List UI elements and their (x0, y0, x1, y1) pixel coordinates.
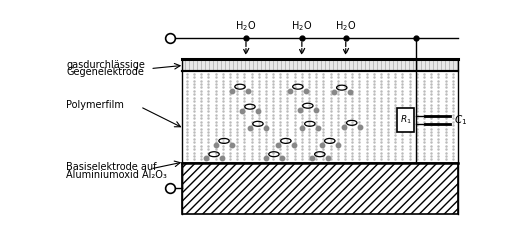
Text: H$_2$O: H$_2$O (335, 20, 356, 33)
Text: Basiselektrode auf: Basiselektrode auf (66, 162, 157, 172)
Text: Aluminiumoxid Al₂O₃: Aluminiumoxid Al₂O₃ (66, 170, 167, 180)
Bar (182, 163, 457, 214)
Bar (182, 59, 457, 71)
Bar (397, 108, 414, 132)
Text: $R_1$: $R_1$ (400, 114, 411, 126)
Text: H$_2$O: H$_2$O (291, 20, 313, 33)
Text: gasdurchlässige: gasdurchlässige (66, 60, 145, 70)
Text: Polymerfilm: Polymerfilm (66, 100, 124, 110)
Text: Gegenelektrode: Gegenelektrode (66, 67, 144, 77)
Text: H$_2$O: H$_2$O (235, 20, 256, 33)
Text: $C_1$: $C_1$ (454, 113, 467, 127)
